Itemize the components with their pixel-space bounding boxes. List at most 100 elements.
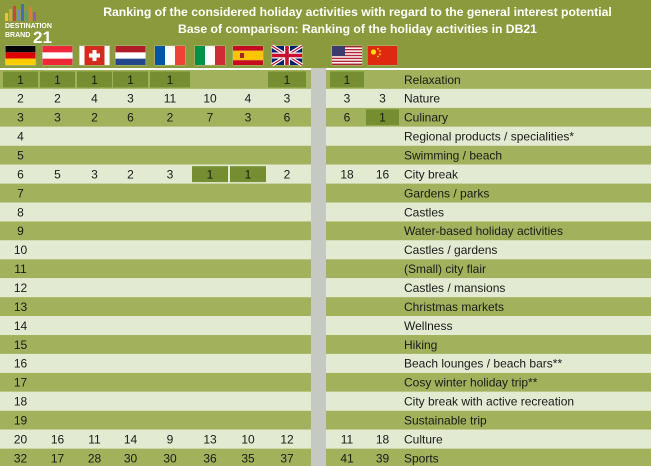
rank-value: 20 [14,432,28,446]
china-flag-field [367,46,398,65]
china-flag-star [370,49,377,55]
rank-value: 1 [17,73,24,87]
chart-subtitle: Base of comparison: Ranking of the holid… [178,22,537,36]
rank-value: 17 [51,451,65,465]
activity-label: Culinary [404,111,448,125]
rank-value: 18 [376,432,390,446]
logo-word-destination: DESTINATION [5,23,52,30]
china-flag-small-star [377,47,379,50]
rank-value: 3 [379,92,386,106]
rank-value: 1 [379,111,386,125]
activity-label: Castles / gardens [404,243,497,257]
rank-value: 2 [127,167,134,181]
germany-flag-stripe [5,46,36,53]
rank-value: 3 [17,111,24,125]
rank-value: 6 [17,167,24,181]
spain-flag-stripe [233,50,263,61]
usa-flag-stripe [332,48,362,51]
rank-value: 15 [14,338,28,352]
activity-label: City break with active recreation [404,395,574,409]
italy-flag-stripe [215,46,225,65]
highlighted-cell [330,71,364,88]
rank-value: 2 [167,111,174,125]
market-group-separator [311,68,326,466]
rank-value: 13 [203,432,217,446]
uk-flag-cross-red [272,53,302,58]
rank-value: 4 [17,130,24,144]
rank-value: 1 [344,73,351,87]
rank-value: 14 [124,432,138,446]
rank-value: 11 [88,432,101,446]
destination-brand-logo: DESTINATION BRAND 21 [5,4,52,44]
highlighted-cell [192,166,228,183]
austria-flag-stripe [42,58,73,65]
france-flag-stripe [155,46,165,65]
rank-value: 4 [91,92,98,106]
activity-label: Relaxation [404,73,461,87]
rank-value: 9 [17,224,24,238]
rank-value: 2 [17,92,24,106]
rank-value: 16 [14,357,28,371]
rank-value: 1 [284,73,291,87]
china-flag-small-star [377,55,379,58]
activity-label: Water-based holiday activities [404,224,563,238]
rank-value: 17 [14,376,28,390]
highlighted-cell [3,71,38,88]
activity-label: Swimming / beach [404,148,502,162]
rank-value: 10 [14,243,28,257]
usa-flag-stripe [332,57,362,60]
highlighted-cell [366,109,399,126]
rank-value: 11 [164,92,177,106]
rank-value: 5 [17,148,24,162]
rank-value: 3 [167,167,174,181]
spain-flag-stripe [233,60,263,65]
highlighted-cell [150,71,190,88]
activity-label: Nature [404,92,440,106]
netherlands-flag-stripe [115,58,146,65]
rank-value: 32 [14,451,28,465]
rank-value: 3 [91,167,98,181]
activity-label: Hiking [404,338,437,352]
highlighted-cell [268,71,306,88]
rank-value: 28 [88,451,102,465]
activity-label: Castles / mansions [404,281,505,295]
rank-value: 3 [245,111,252,125]
highlighted-cell [40,71,75,88]
italy-flag-stripe [195,46,205,65]
spain-flag-stripe [233,46,263,51]
rank-value: 16 [376,167,390,181]
rank-value: 39 [376,451,390,465]
usa-flag-stripe [332,63,362,65]
rank-value: 5 [54,167,61,181]
rank-value: 7 [207,111,214,125]
logo-number: 21 [33,28,52,44]
activity-label: Cosy winter holiday trip** [404,376,538,390]
germany-flag-stripe [5,52,36,59]
france-flag-stripe [175,46,185,65]
highlighted-cell [230,166,266,183]
rank-value: 3 [127,92,134,106]
rank-value: 18 [14,395,28,409]
rank-value: 41 [340,451,354,465]
usa-flag-stripe [332,46,362,48]
rank-value: 6 [344,111,351,125]
rank-value: 1 [207,167,214,181]
activity-label: City break [404,167,459,181]
activity-label: Beach lounges / beach bars** [404,357,562,371]
rank-value: 8 [17,205,24,219]
netherlands-flag-stripe [115,46,146,53]
china-flag-small-star [379,50,381,52]
logo-word-brand: BRAND [5,32,30,39]
rank-value: 13 [14,300,28,314]
rank-value: 30 [124,451,138,465]
activity-label: Wellness [404,319,452,333]
rank-value: 3 [284,92,291,106]
china-flag-small-star [379,53,381,56]
spain-flag-emblem [240,53,244,58]
activity-label: Sports [404,451,439,465]
rank-value: 12 [280,432,294,446]
rank-value: 4 [245,92,252,106]
rank-value: 14 [14,319,28,333]
rank-value: 12 [14,281,28,295]
